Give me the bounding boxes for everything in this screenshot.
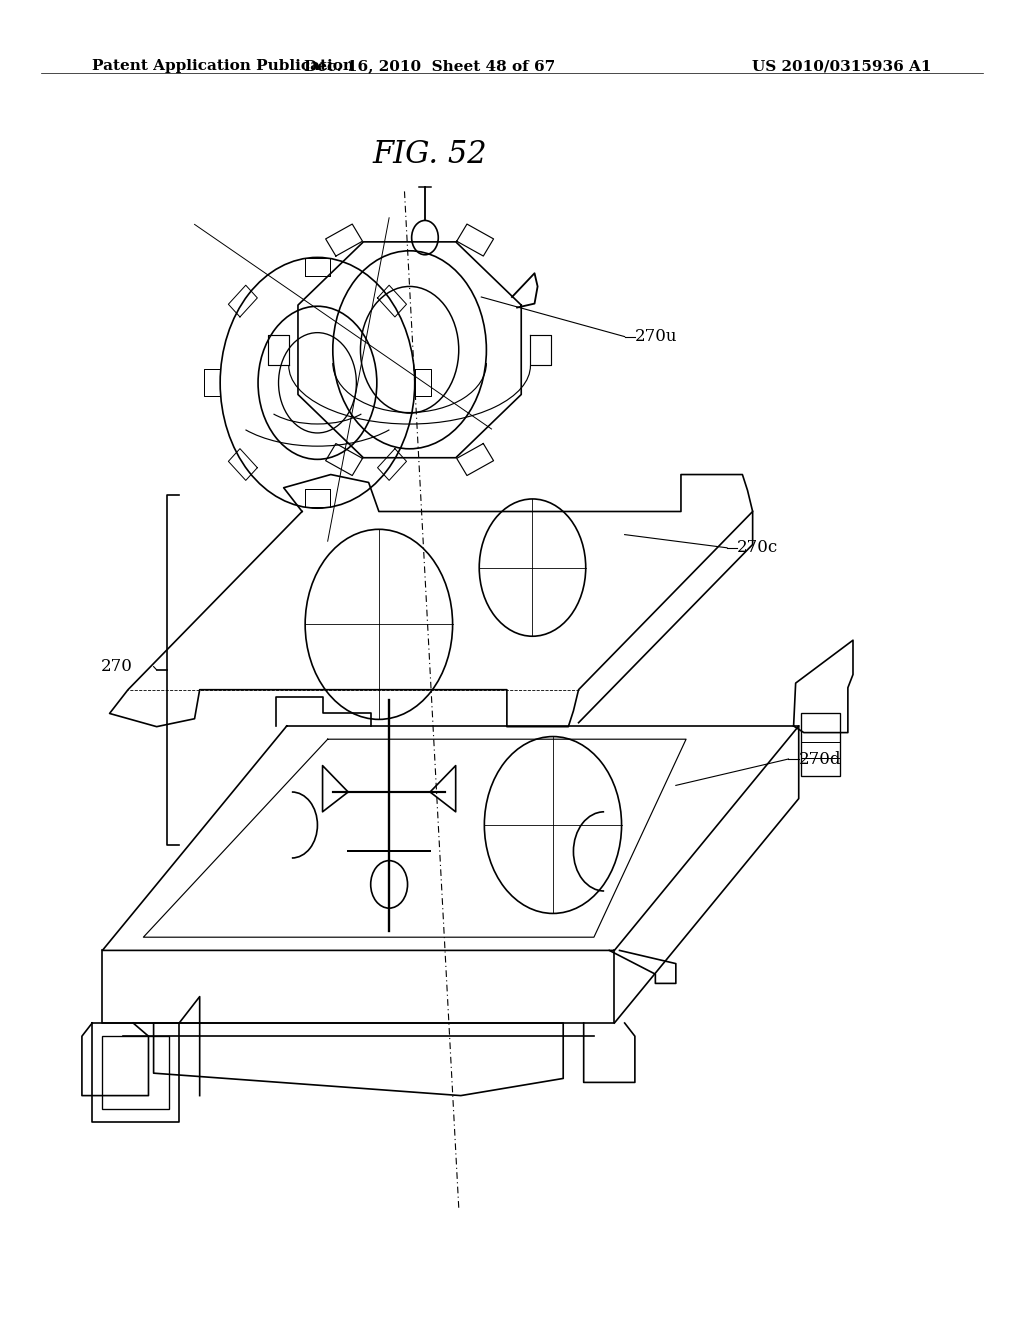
Text: 270c: 270c — [737, 540, 778, 556]
Text: Patent Application Publication: Patent Application Publication — [92, 59, 354, 74]
Text: 270: 270 — [101, 659, 133, 675]
Text: 270u: 270u — [635, 329, 678, 345]
Text: Dec. 16, 2010  Sheet 48 of 67: Dec. 16, 2010 Sheet 48 of 67 — [304, 59, 556, 74]
Text: US 2010/0315936 A1: US 2010/0315936 A1 — [753, 59, 932, 74]
Text: 270d: 270d — [799, 751, 842, 767]
Bar — [102, 1036, 169, 1109]
Text: FIG. 52: FIG. 52 — [373, 139, 487, 169]
Bar — [801, 713, 840, 776]
